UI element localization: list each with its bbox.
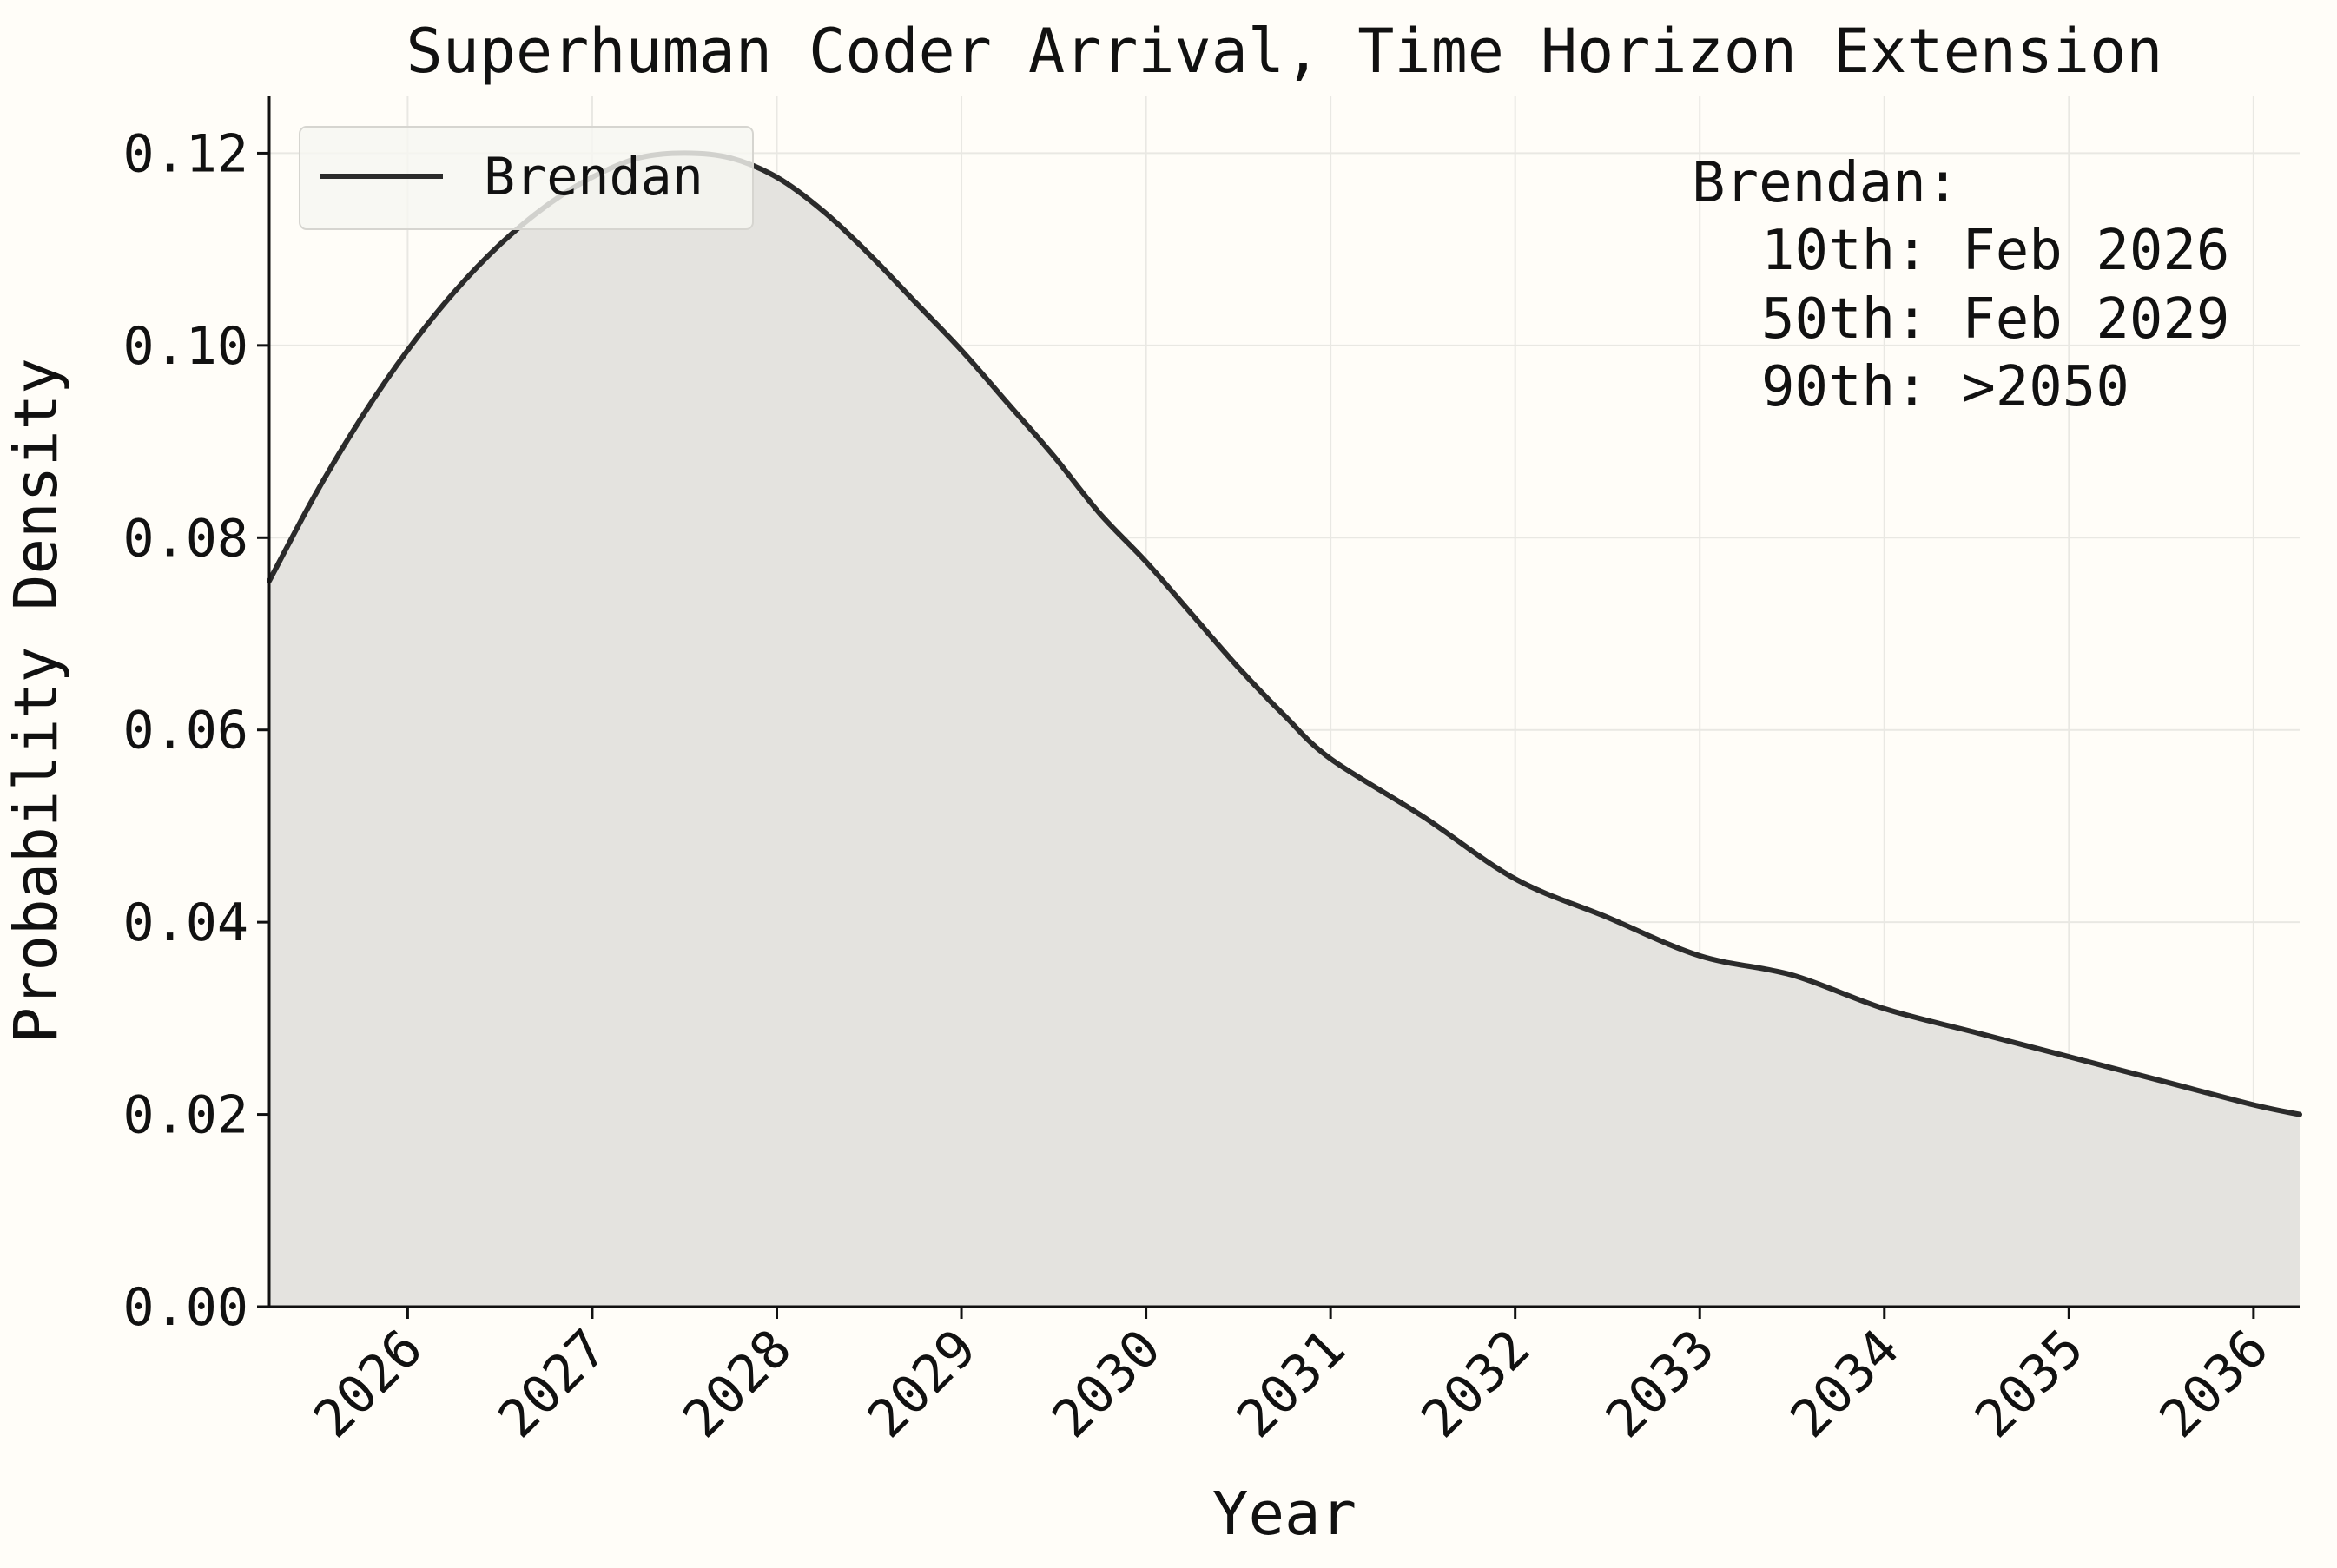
chart-title: Superhuman Coder Arrival, Time Horizon E…: [406, 16, 2163, 87]
legend-box: [299, 126, 754, 230]
annotation-header: Brendan:: [1692, 151, 1959, 215]
x-axis-title: Year: [1212, 1479, 1357, 1549]
y-axis-title: Probability Density: [2, 358, 71, 1043]
y-tick-label: 0.06: [123, 701, 249, 761]
annotation-line-50th: 50th: Feb 2029: [1761, 287, 2229, 352]
series-area-fill: [269, 153, 2300, 1307]
y-tick-label: 0.00: [123, 1277, 249, 1338]
y-tick-label: 0.04: [123, 893, 249, 953]
percentile-annotation: Brendan: 10th: Feb 2026 50th: Feb 2029 9…: [1692, 151, 2229, 419]
y-tick-label: 0.02: [123, 1085, 249, 1146]
y-tick-label: 0.10: [123, 316, 249, 377]
y-tick-label: 0.08: [123, 508, 249, 569]
legend-label-brendan: Brendan: [484, 147, 703, 208]
y-tick-label: 0.12: [123, 123, 249, 184]
annotation-line-90th: 90th: >2050: [1761, 355, 2129, 419]
legend: Brendan: [299, 126, 754, 230]
annotation-line-10th: 10th: Feb 2026: [1761, 219, 2229, 283]
